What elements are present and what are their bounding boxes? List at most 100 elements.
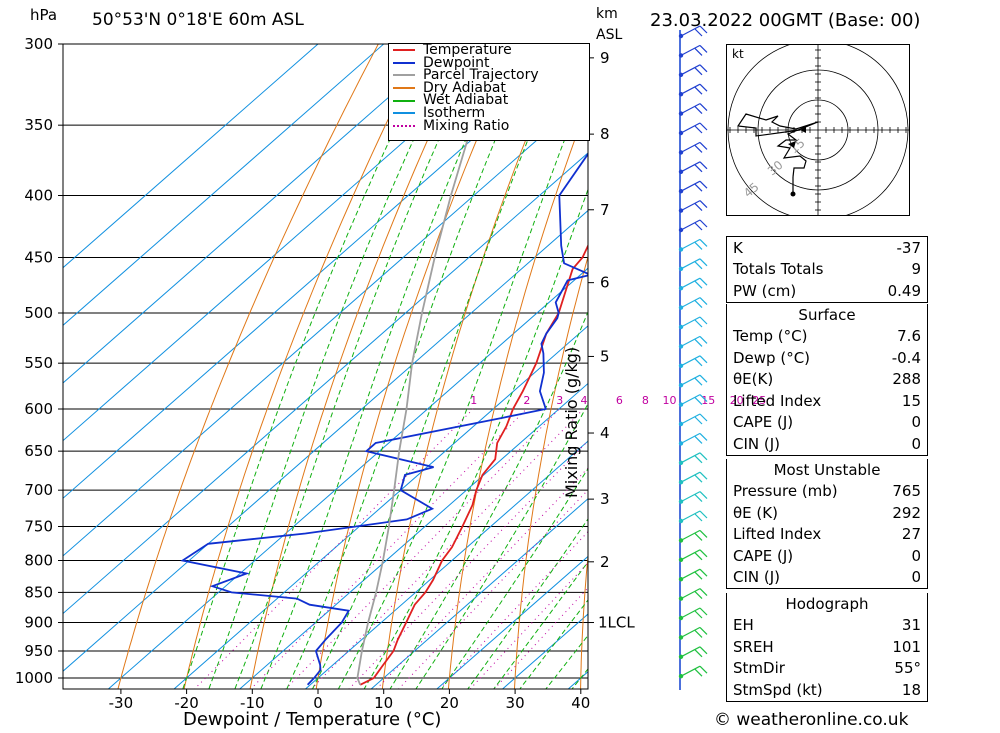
pressure-tick-label: 900 (24, 614, 53, 632)
hodo-value: 18 (869, 679, 928, 701)
legend-item: Temperature (389, 42, 589, 58)
legend-label: Isotherm (423, 104, 486, 121)
series-dewpoint (180, 152, 588, 686)
pressure-tick-label: 350 (24, 116, 53, 134)
hodo-label: EH (725, 614, 870, 636)
wind-barb (680, 277, 708, 289)
hodograph-chart: kt 15 30 45 (726, 44, 910, 216)
index-value: 9 (865, 258, 928, 280)
temperature-tick-label: 0 (313, 694, 323, 712)
legend-item: Isotherm (389, 104, 589, 121)
hodo-value: 101 (869, 636, 928, 658)
wind-barb (680, 568, 708, 580)
legend-swatch (393, 61, 415, 64)
mu-label: CIN (J) (726, 566, 876, 589)
most-unstable-title: Most Unstable (726, 459, 928, 481)
hodograph-top-marker (800, 127, 806, 133)
pressure-tick-label: 500 (24, 304, 53, 322)
surface-table: Surface Temp (°C) 7.6 Dewp (°C) -0.4 θE(K)… (725, 304, 928, 456)
mixing-ratio-axis-label: Mixing Ratio (g/kg) (562, 346, 581, 498)
index-label: K (725, 236, 866, 259)
legend-swatch (393, 87, 415, 90)
legend-label: Mixing Ratio (423, 117, 510, 134)
mixing-ratio-label: 3 (556, 394, 563, 407)
isotherm-line (63, 44, 385, 327)
isotherm-line (436, 555, 588, 689)
legend-swatch (393, 49, 415, 52)
dry-adiabat-line (249, 44, 472, 689)
wind-barb (680, 607, 708, 619)
datetime-title: 23.03.2022 00GMT (Base: 00) (650, 10, 921, 31)
mu-value: 292 (875, 502, 929, 524)
legend-label: Wet Adiabat (423, 92, 509, 109)
wind-barb (680, 394, 708, 406)
km-tick-label: 3 (600, 490, 610, 508)
pressure-tick-label: 1000 (15, 669, 53, 687)
wet-adiabat-line (208, 44, 459, 689)
surface-value: -0.4 (868, 347, 928, 369)
pressure-tick-label: 300 (24, 35, 53, 53)
wind-barb-point (678, 111, 684, 116)
wind-barb (680, 316, 708, 328)
temperature-tick-label: 40 (571, 694, 590, 712)
surface-value: 288 (868, 368, 928, 390)
wind-barb (680, 529, 708, 541)
surface-title: Surface (726, 304, 928, 326)
copyright-footer: © weatheronline.co.uk (714, 710, 909, 730)
wet-adiabat-line (363, 188, 588, 689)
legend-label: Temperature (423, 42, 512, 58)
pressure-tick-label: 600 (24, 400, 53, 418)
wind-barb (680, 413, 708, 425)
wind-barb (680, 141, 708, 153)
temperature-tick-label: -10 (240, 694, 265, 712)
pressure-tick-label: 800 (24, 551, 53, 569)
wet-adiabat-line (415, 402, 588, 689)
legend-item: Mixing Ratio (389, 117, 589, 134)
surface-label: CIN (J) (725, 433, 869, 455)
wind-barb (680, 491, 708, 503)
dry-adiabat-line (580, 550, 588, 689)
wet-adiabat-line (311, 44, 568, 689)
mixing-ratio-line (469, 562, 588, 689)
wind-barb (680, 452, 708, 464)
wind-barb (680, 549, 708, 561)
wind-barbs (678, 25, 708, 690)
chart-axes: 1 2 3 4 6 8 10 15 20 2530035040045050055060065070… (15, 35, 766, 712)
dry-adiabat-line (381, 44, 566, 689)
mu-value: 0 (875, 566, 929, 589)
wind-barb (680, 238, 708, 250)
hodo-label: StmSpd (kt) (725, 679, 870, 701)
wind-barb (680, 626, 708, 638)
mixing-ratio-label: 4 (581, 394, 588, 407)
km-tick-label: 2 (600, 553, 610, 571)
hodograph-unit: kt (732, 47, 744, 61)
surface-label: θE(K) (725, 368, 869, 390)
mu-label: Lifted Index (726, 523, 876, 545)
wind-barb (680, 161, 708, 173)
wind-barb (680, 122, 708, 134)
legend-label: Parcel Trajectory (423, 67, 539, 84)
wind-barb (680, 355, 708, 367)
isotherm-line (107, 267, 588, 689)
mixing-ratio-label: 1 (470, 394, 477, 407)
hodo-value: 31 (869, 614, 928, 636)
mu-label: CAPE (J) (726, 545, 876, 567)
surface-label: Lifted Index (725, 390, 869, 412)
legend-item: Dry Adiabat (389, 81, 589, 95)
hodograph-title: Hodograph (726, 593, 928, 615)
km-tick-label: 1LCL (598, 614, 635, 632)
legend-swatch (393, 74, 415, 77)
pressure-tick-label: 700 (24, 481, 53, 499)
km-tick-label: 9 (600, 49, 610, 67)
mu-label: Pressure (mb) (726, 480, 876, 502)
surface-label: Temp (°C) (725, 325, 869, 347)
indices-table: K -37 Totals Totals 9 PW (cm) 0.49 (725, 236, 928, 303)
wind-barb (680, 374, 708, 386)
dry-adiabat-line (183, 44, 426, 689)
km-tick-label: 8 (600, 125, 610, 143)
isotherm-line (63, 44, 451, 384)
wind-barb (680, 180, 708, 192)
hodo-value: 55° (869, 657, 928, 679)
isotherm-line (63, 152, 588, 615)
